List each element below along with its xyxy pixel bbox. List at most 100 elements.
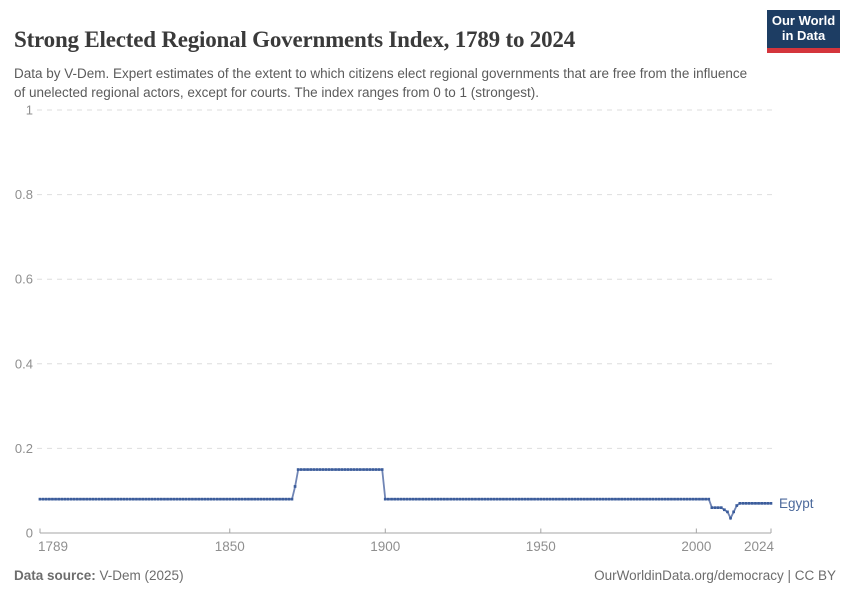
data-point-marker bbox=[312, 468, 316, 471]
data-point-marker bbox=[648, 497, 651, 501]
data-point-marker bbox=[660, 497, 664, 501]
line-chart-canvas[interactable]: 0 0.2 0.4 0.6 0.8 1 1789 1850 1900 1950 2000 2024 Eg… bbox=[0, 95, 850, 560]
data-point-marker bbox=[520, 497, 524, 501]
x-axis-label: 2000 bbox=[681, 539, 711, 554]
data-point-marker bbox=[132, 497, 135, 501]
data-point-marker bbox=[57, 497, 60, 501]
data-point-marker bbox=[601, 497, 605, 501]
data-point-marker bbox=[467, 497, 471, 501]
owid-logo-line2: in Data bbox=[781, 28, 826, 43]
data-source-value: V-Dem (2025) bbox=[95, 568, 184, 583]
entity-label-egypt[interactable]: Egypt bbox=[779, 496, 814, 511]
data-point-marker bbox=[94, 497, 98, 501]
y-axis-label: 1 bbox=[26, 103, 33, 118]
data-point-marker bbox=[365, 468, 368, 471]
data-point-marker bbox=[166, 497, 169, 501]
data-source-text: Data source: V-Dem (2025) bbox=[14, 568, 184, 583]
data-point-marker bbox=[539, 497, 543, 501]
data-point-marker bbox=[698, 497, 701, 501]
data-point-marker bbox=[561, 497, 564, 501]
owid-logo[interactable]: Our World in Data bbox=[767, 10, 840, 53]
data-point-marker bbox=[576, 497, 580, 501]
data-point-marker bbox=[380, 468, 384, 471]
data-point-marker bbox=[449, 497, 452, 501]
data-point-marker bbox=[244, 497, 247, 501]
data-point-marker bbox=[194, 497, 197, 501]
data-point-marker bbox=[738, 502, 742, 505]
data-point-marker bbox=[225, 497, 228, 501]
data-point-marker bbox=[511, 497, 515, 501]
data-point-marker bbox=[206, 497, 210, 501]
data-point-marker bbox=[321, 468, 325, 471]
data-point-marker bbox=[505, 497, 508, 501]
data-point-marker bbox=[421, 497, 424, 501]
data-point-marker bbox=[60, 497, 64, 501]
data-point-marker bbox=[685, 497, 689, 501]
data-point-marker bbox=[415, 497, 418, 501]
x-axis-label: 2024 bbox=[744, 539, 775, 554]
series-line-egypt[interactable] bbox=[40, 468, 771, 521]
data-point-marker bbox=[222, 497, 225, 501]
data-point-marker bbox=[713, 506, 717, 509]
data-point-marker bbox=[290, 497, 294, 501]
data-point-marker bbox=[667, 497, 670, 501]
data-point-marker bbox=[399, 497, 403, 501]
data-point-marker bbox=[293, 485, 297, 488]
data-point-marker bbox=[368, 468, 372, 471]
data-point-marker bbox=[620, 497, 623, 501]
data-point-marker bbox=[741, 502, 745, 505]
data-point-marker bbox=[464, 497, 468, 501]
data-point-marker bbox=[63, 497, 67, 501]
data-point-marker bbox=[695, 497, 698, 501]
data-point-marker bbox=[474, 497, 477, 501]
data-point-marker bbox=[219, 497, 222, 501]
data-point-marker bbox=[635, 497, 639, 501]
data-point-marker bbox=[747, 502, 751, 505]
data-point-marker bbox=[701, 497, 704, 501]
data-point-marker bbox=[135, 497, 138, 501]
data-point-marker bbox=[181, 497, 185, 501]
chart-footer: Data source: V-Dem (2025) OurWorldinData… bbox=[14, 568, 836, 583]
data-point-marker bbox=[483, 497, 487, 501]
data-point-marker bbox=[69, 497, 73, 501]
chart-title: Strong Elected Regional Governments Inde… bbox=[14, 27, 576, 53]
owid-credit-link[interactable]: OurWorldinData.org/democracy bbox=[594, 568, 784, 583]
data-point-marker bbox=[754, 502, 757, 505]
data-point-marker bbox=[508, 497, 512, 501]
data-point-marker bbox=[548, 497, 552, 501]
data-point-marker bbox=[564, 497, 567, 501]
data-point-marker bbox=[744, 502, 748, 505]
data-point-marker bbox=[299, 468, 303, 471]
data-point-marker bbox=[79, 497, 82, 501]
data-point-marker bbox=[523, 497, 527, 501]
data-point-marker bbox=[390, 497, 393, 501]
data-point-marker bbox=[191, 497, 194, 501]
data-point-marker bbox=[172, 497, 176, 501]
data-point-marker bbox=[324, 468, 328, 471]
data-point-marker bbox=[197, 497, 200, 501]
data-point-marker bbox=[296, 468, 300, 471]
data-source-label: Data source: bbox=[14, 568, 96, 583]
data-point-marker bbox=[458, 497, 462, 501]
y-axis-label: 0.2 bbox=[15, 441, 33, 456]
data-point-marker bbox=[455, 497, 459, 501]
data-point-marker bbox=[275, 497, 278, 501]
data-point-marker bbox=[645, 497, 648, 501]
data-point-marker bbox=[284, 497, 288, 501]
data-point-marker bbox=[153, 497, 157, 501]
data-point-marker bbox=[100, 497, 104, 501]
data-point-marker bbox=[163, 497, 166, 501]
data-point-marker bbox=[471, 497, 474, 501]
data-point-marker bbox=[691, 497, 695, 501]
data-point-marker bbox=[97, 497, 101, 501]
data-point-marker bbox=[287, 497, 291, 501]
data-point-marker bbox=[41, 497, 45, 501]
data-point-marker bbox=[128, 497, 132, 501]
data-point-marker bbox=[262, 497, 266, 501]
data-point-marker bbox=[247, 497, 250, 501]
data-point-marker bbox=[542, 497, 546, 501]
data-point-marker bbox=[38, 497, 42, 501]
data-point-marker bbox=[104, 497, 107, 501]
data-point-marker bbox=[212, 497, 216, 501]
y-axis-label: 0.8 bbox=[15, 187, 33, 202]
